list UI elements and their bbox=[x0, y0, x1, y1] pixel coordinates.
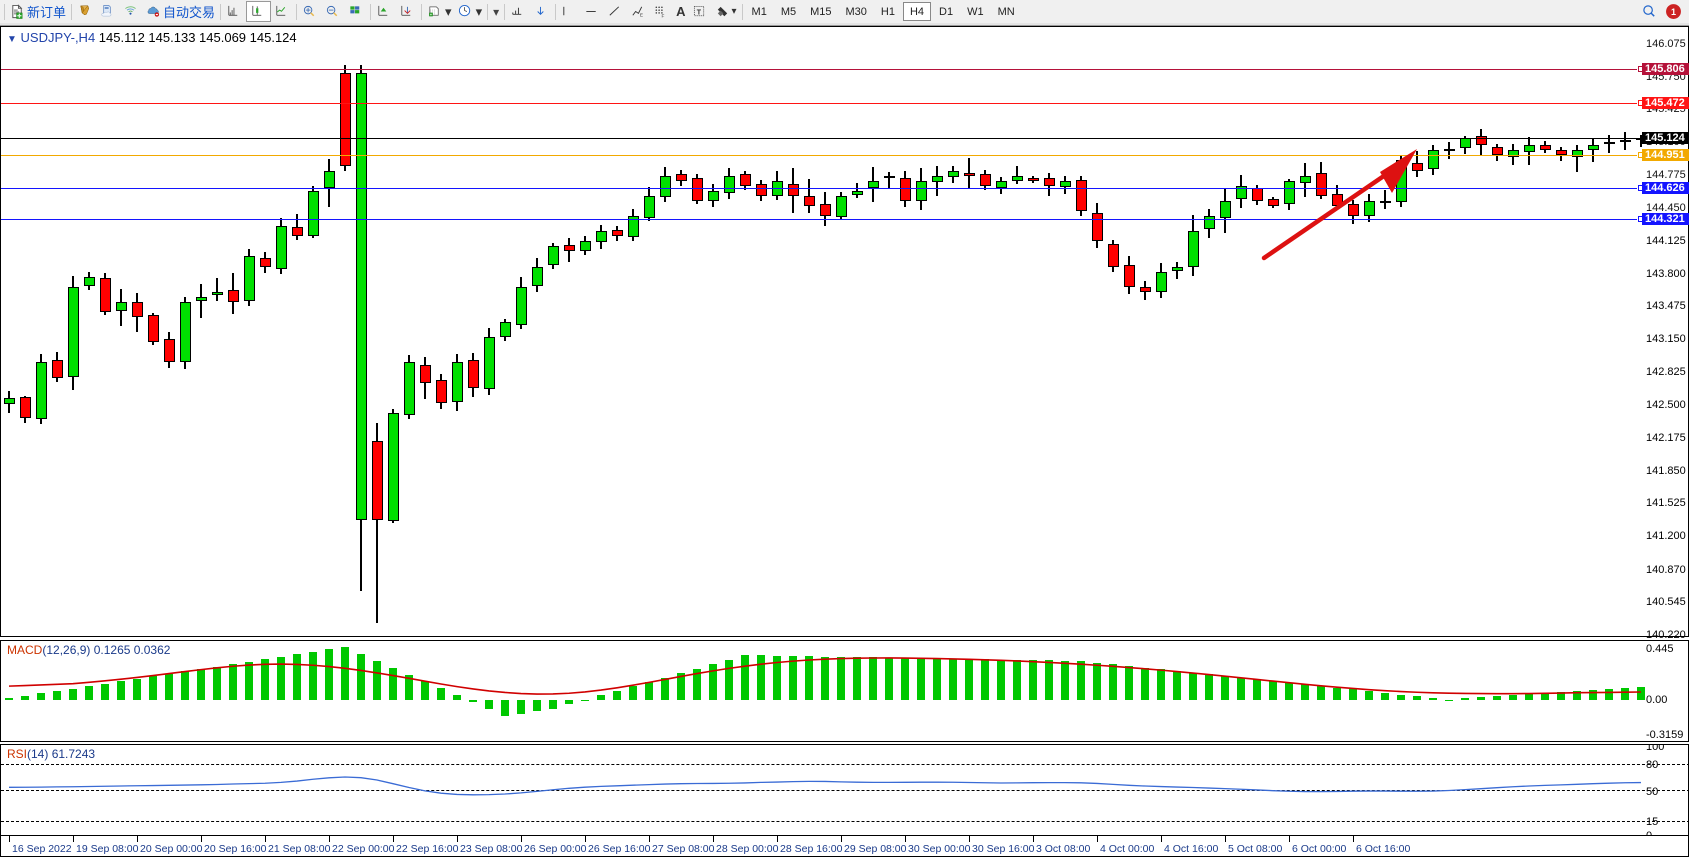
svg-text:1: 1 bbox=[1671, 7, 1676, 17]
svg-text:T: T bbox=[696, 9, 701, 16]
svg-text:F: F bbox=[662, 14, 665, 19]
svg-text:E: E bbox=[640, 13, 643, 18]
